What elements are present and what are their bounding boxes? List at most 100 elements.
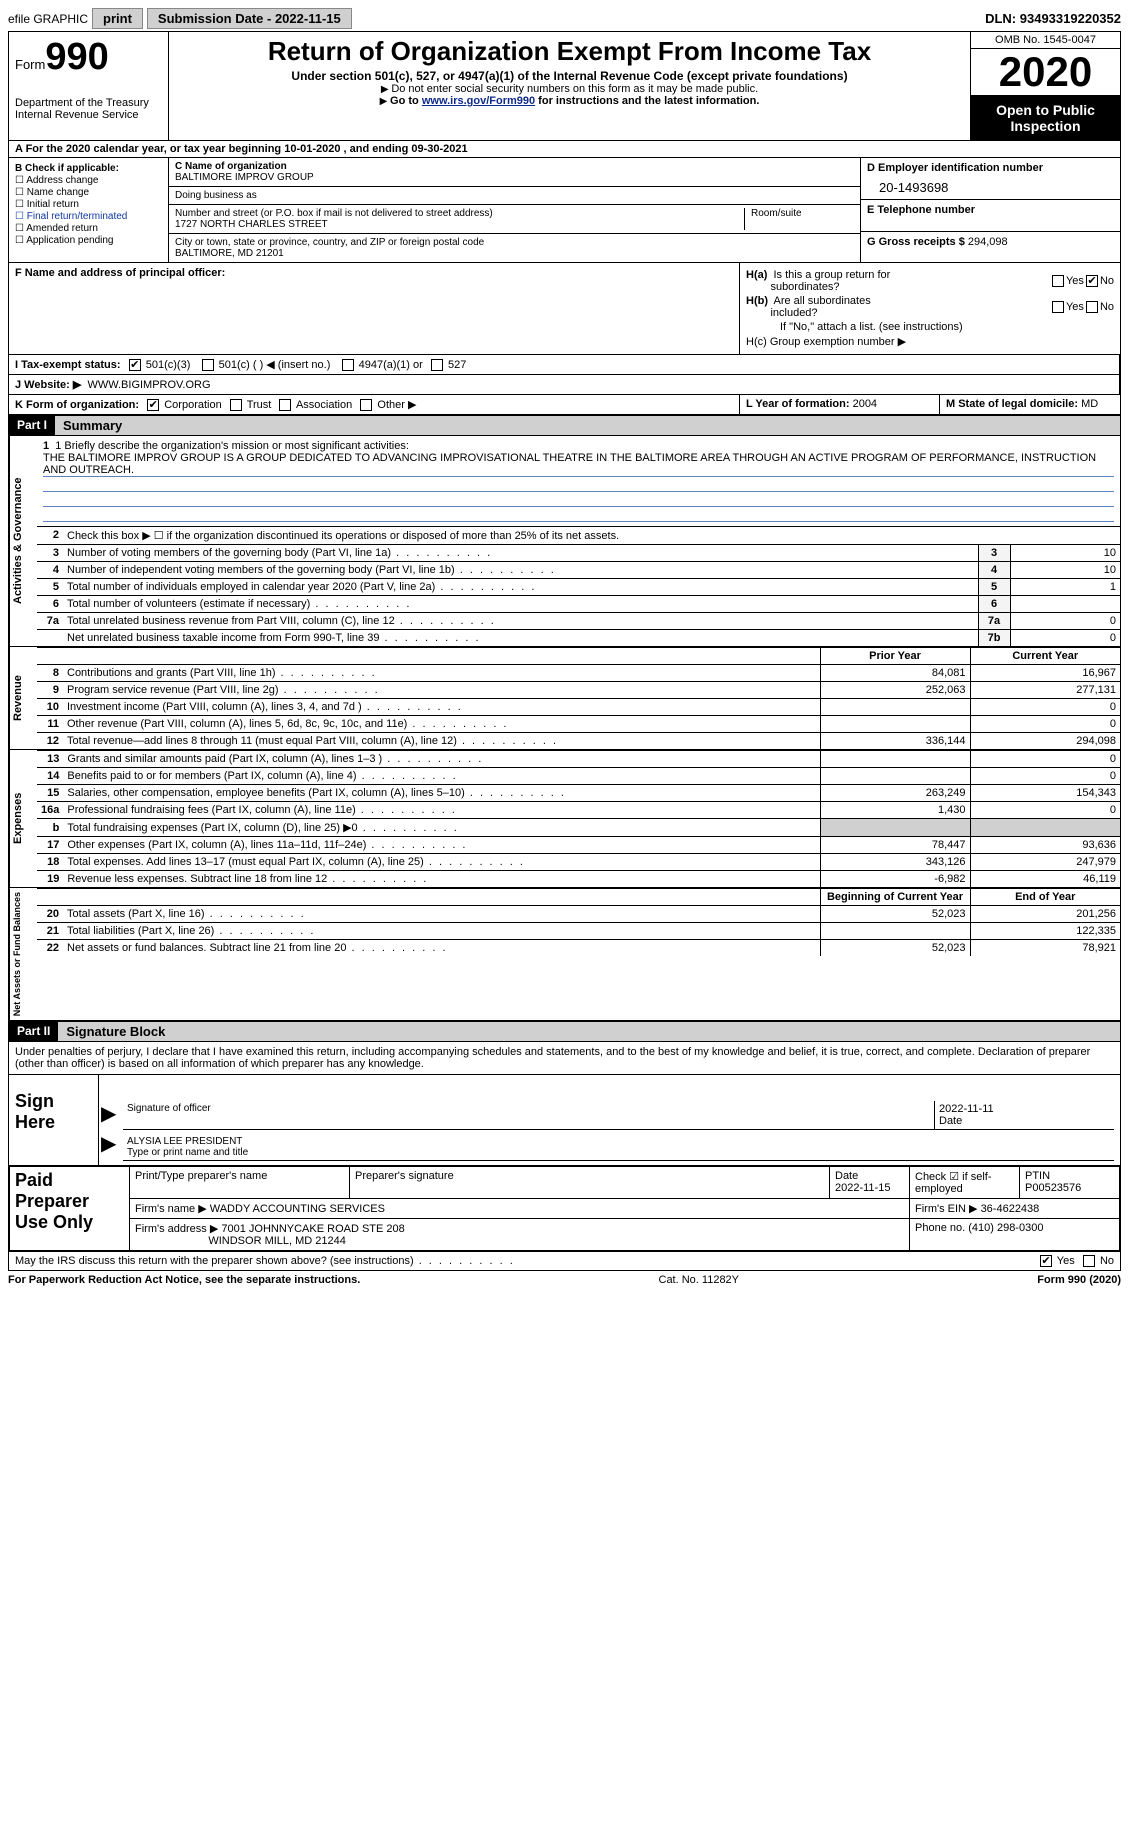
opt-501c3: 501(c)(3) bbox=[146, 359, 191, 371]
discuss-no-checkbox[interactable] bbox=[1083, 1255, 1095, 1267]
fin-cy: 154,343 bbox=[970, 785, 1120, 802]
fin-cy: 0 bbox=[970, 699, 1120, 716]
cb-501c[interactable] bbox=[202, 359, 214, 371]
cb-address-change[interactable]: Address change bbox=[15, 175, 162, 186]
ha-yes-label: Yes bbox=[1066, 275, 1084, 287]
form-title: Return of Organization Exempt From Incom… bbox=[175, 36, 964, 67]
fin-py: 263,249 bbox=[820, 785, 970, 802]
fin-line: Revenue less expenses. Subtract line 18 … bbox=[63, 871, 820, 888]
ty-end: 09-30-2021 bbox=[411, 143, 467, 155]
fin-py: 78,447 bbox=[820, 837, 970, 854]
line-2: Check this box ▶ ☐ if the organization d… bbox=[63, 527, 1120, 545]
discuss-no: No bbox=[1100, 1255, 1114, 1267]
fin-cy: 277,131 bbox=[970, 682, 1120, 699]
dln-value: 93493319220352 bbox=[1020, 11, 1121, 26]
fin-py: 84,081 bbox=[820, 665, 970, 682]
cb-corporation[interactable] bbox=[147, 399, 159, 411]
discuss-text: May the IRS discuss this return with the… bbox=[15, 1255, 515, 1267]
line-7a: Total unrelated business revenue from Pa… bbox=[63, 613, 978, 630]
omb-number: OMB No. 1545-0047 bbox=[971, 32, 1120, 49]
opt-527: 527 bbox=[448, 359, 466, 371]
cb-final-return[interactable]: Final return/terminated bbox=[15, 211, 162, 222]
val-4: 10 bbox=[1010, 562, 1120, 579]
fin-cy: 201,256 bbox=[970, 906, 1120, 923]
fin-line: Other revenue (Part VIII, column (A), li… bbox=[63, 716, 820, 733]
hb-no-label: No bbox=[1100, 301, 1114, 313]
website-label: J Website: ▶ bbox=[15, 379, 81, 391]
row-i: I Tax-exempt status: 501(c)(3) 501(c) ( … bbox=[9, 355, 1120, 374]
cb-trust[interactable] bbox=[230, 399, 242, 411]
cb-other[interactable] bbox=[360, 399, 372, 411]
fin-cy: 122,335 bbox=[970, 923, 1120, 940]
row-j: J Website: ▶ WWW.BIGIMPROV.ORG bbox=[9, 375, 1120, 394]
mission-block: 1 1 Briefly describe the organization's … bbox=[37, 436, 1120, 526]
firm-addr-label: Firm's address ▶ bbox=[135, 1223, 218, 1235]
mission-text: THE BALTIMORE IMPROV GROUP IS A GROUP DE… bbox=[43, 452, 1114, 477]
year-formation-value: 2004 bbox=[853, 398, 877, 410]
note-link-line: Go to www.irs.gov/Form990 for instructio… bbox=[175, 95, 964, 107]
dba-label: Doing business as bbox=[175, 190, 854, 201]
ptin-value: P00523576 bbox=[1025, 1182, 1081, 1194]
dln-label: DLN: bbox=[985, 11, 1020, 26]
hdr-prior-year: Prior Year bbox=[820, 648, 970, 665]
print-button[interactable]: print bbox=[92, 8, 143, 29]
fin-cy: 78,921 bbox=[970, 940, 1120, 957]
sign-body: ▶ Signature of officer 2022-11-11 Date ▶… bbox=[99, 1075, 1120, 1165]
fin-cy: 0 bbox=[970, 751, 1120, 768]
org-form-label: K Form of organization: bbox=[15, 399, 139, 411]
note2-post: for instructions and the latest informat… bbox=[535, 95, 759, 107]
opt-assoc: Association bbox=[296, 399, 352, 411]
line-4: Number of independent voting members of … bbox=[63, 562, 978, 579]
firm-ein-label: Firm's EIN ▶ bbox=[915, 1203, 978, 1215]
cb-initial-return[interactable]: Initial return bbox=[15, 199, 162, 210]
fin-cy: 93,636 bbox=[970, 837, 1120, 854]
ha-no-checkbox[interactable] bbox=[1086, 275, 1098, 287]
val-5: 1 bbox=[1010, 579, 1120, 596]
hdr-current-year: Current Year bbox=[970, 648, 1120, 665]
column-de: D Employer identification number 20-1493… bbox=[860, 158, 1120, 262]
tax-year: 2020 bbox=[971, 49, 1120, 96]
ha-yes-checkbox[interactable] bbox=[1052, 275, 1064, 287]
fin-py bbox=[820, 923, 970, 940]
cb-527[interactable] bbox=[431, 359, 443, 371]
firm-ein: 36-4622438 bbox=[981, 1203, 1040, 1215]
hc-label: H(c) Group exemption number ▶ bbox=[746, 335, 1114, 348]
sign-here-label: Sign Here bbox=[9, 1075, 99, 1165]
val-7b: 0 bbox=[1010, 630, 1120, 647]
row-m: M State of legal domicile: MD bbox=[940, 395, 1120, 414]
cb-501c3[interactable] bbox=[129, 359, 141, 371]
org-name-label: C Name of organization bbox=[175, 161, 287, 172]
cb-amended[interactable]: Amended return bbox=[15, 223, 162, 234]
netassets-table: Beginning of Current YearEnd of Year 20T… bbox=[37, 888, 1120, 956]
fin-line: Total assets (Part X, line 16) bbox=[63, 906, 820, 923]
hb-no-checkbox[interactable] bbox=[1086, 301, 1098, 313]
form-ref: Form 990 (2020) bbox=[1037, 1274, 1121, 1286]
fin-cy: 247,979 bbox=[970, 854, 1120, 871]
pra-notice: For Paperwork Reduction Act Notice, see … bbox=[8, 1274, 360, 1286]
firm-addr1: 7001 JOHNNYCAKE ROAD STE 208 bbox=[221, 1223, 404, 1235]
hb-yes-checkbox[interactable] bbox=[1052, 301, 1064, 313]
line-3: Number of voting members of the governin… bbox=[63, 545, 978, 562]
opt-trust: Trust bbox=[247, 399, 272, 411]
side-governance: Activities & Governance bbox=[9, 436, 37, 646]
gross-receipts-value: 294,098 bbox=[968, 236, 1008, 248]
col-b-title: B Check if applicable: bbox=[15, 163, 119, 174]
fin-py: 52,023 bbox=[820, 940, 970, 957]
cb-name-change[interactable]: Name change bbox=[15, 187, 162, 198]
side-revenue: Revenue bbox=[9, 647, 37, 749]
fin-py bbox=[820, 699, 970, 716]
year-formation-label: L Year of formation: bbox=[746, 398, 850, 410]
opt-other: Other ▶ bbox=[377, 399, 416, 411]
cb-4947[interactable] bbox=[342, 359, 354, 371]
prep-sig-label: Preparer's signature bbox=[350, 1167, 830, 1199]
cb-association[interactable] bbox=[279, 399, 291, 411]
val-3: 10 bbox=[1010, 545, 1120, 562]
discuss-row: May the IRS discuss this return with the… bbox=[9, 1251, 1120, 1270]
cb-app-pending[interactable]: Application pending bbox=[15, 235, 162, 246]
discuss-yes-checkbox[interactable] bbox=[1040, 1255, 1052, 1267]
penalty-statement: Under penalties of perjury, I declare th… bbox=[9, 1042, 1120, 1075]
fin-line: Net assets or fund balances. Subtract li… bbox=[63, 940, 820, 957]
row-l: L Year of formation: 2004 bbox=[740, 395, 940, 414]
officer-name-label: Type or print name and title bbox=[127, 1147, 1110, 1158]
instructions-link[interactable]: www.irs.gov/Form990 bbox=[422, 95, 535, 107]
